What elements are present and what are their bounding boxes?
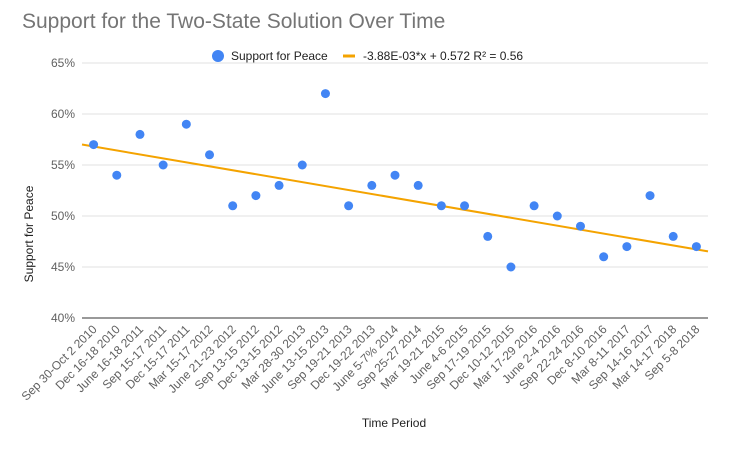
data-point xyxy=(158,160,168,170)
data-point xyxy=(89,140,99,150)
x-axis-title: Time Period xyxy=(362,416,426,430)
y-tick-label: 60% xyxy=(51,107,75,121)
y-tick-label: 55% xyxy=(51,158,75,172)
data-point xyxy=(668,231,678,241)
data-point xyxy=(228,201,238,211)
data-point xyxy=(622,242,632,252)
legend-series-label: Support for Peace xyxy=(231,49,328,63)
legend-series-marker xyxy=(212,50,224,62)
data-point xyxy=(297,160,307,170)
gridlines xyxy=(82,62,708,319)
chart-title: Support for the Two-State Solution Over … xyxy=(22,10,446,33)
data-point xyxy=(344,201,354,211)
data-point xyxy=(691,242,701,252)
data-point xyxy=(575,221,585,231)
data-point xyxy=(599,252,609,262)
data-point xyxy=(205,150,215,160)
y-tick-label: 50% xyxy=(51,209,75,223)
data-point xyxy=(529,201,539,211)
data-point xyxy=(552,211,562,221)
data-point xyxy=(135,129,145,139)
legend[interactable]: Support for Peace -3.88E-03*x + 0.572 R²… xyxy=(212,49,523,63)
y-axis-ticks: 40% 45% 50% 55% 60% 65% xyxy=(51,56,75,325)
data-point xyxy=(390,170,400,180)
trendline xyxy=(81,143,709,253)
data-point xyxy=(274,180,284,190)
data-point xyxy=(251,191,261,201)
data-point xyxy=(112,170,122,180)
legend-trendline-label: -3.88E-03*x + 0.572 R² = 0.56 xyxy=(363,49,523,63)
data-point xyxy=(483,231,493,241)
data-point xyxy=(367,180,377,190)
y-axis-title: Support for Peace xyxy=(22,185,36,282)
y-tick-label: 65% xyxy=(51,56,75,70)
data-point xyxy=(436,201,446,211)
data-points xyxy=(89,89,701,272)
data-point xyxy=(181,119,191,129)
y-tick-label: 40% xyxy=(51,311,75,325)
data-point xyxy=(506,262,516,272)
data-point xyxy=(320,89,330,99)
data-point xyxy=(460,201,470,211)
data-point xyxy=(413,180,423,190)
y-tick-label: 45% xyxy=(51,260,75,274)
data-point xyxy=(645,191,655,201)
